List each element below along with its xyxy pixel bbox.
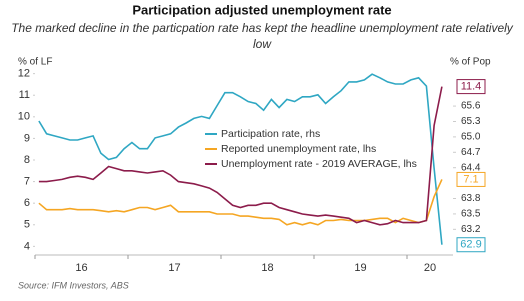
chart-title: Participation adjusted unemployment rate: [132, 2, 391, 17]
y2-tick-label: 65.6: [461, 101, 481, 112]
x-tick-label: 18: [261, 262, 273, 274]
end-label: 7.1: [463, 173, 478, 185]
y2-tick-label: 63.2: [461, 224, 481, 235]
series-line: [38, 86, 443, 226]
y-tick-label: 12: [18, 68, 30, 80]
y-tick-label: 10: [18, 111, 30, 123]
end-label: 62.9: [460, 239, 481, 251]
y-axis-label: % of LF: [18, 57, 52, 68]
y2-tick-label: 64.7: [461, 147, 481, 158]
y-tick-label: 6: [24, 197, 30, 209]
end-label-box: [456, 171, 486, 187]
y-tick-label: 11: [19, 89, 30, 101]
chart-subtitle: The marked decline in the particpation r…: [11, 21, 513, 51]
end-label-box: [456, 237, 486, 253]
x-tick-label: 16: [75, 262, 87, 274]
y2-tick-label: 63.8: [461, 193, 481, 204]
y2-tick-label: 63.5: [461, 209, 481, 220]
legend-label: Reported unemployment rate, lhs: [221, 143, 376, 155]
y2-tick-label: 65.3: [461, 116, 481, 127]
y2-tick-label: 64.4: [461, 162, 481, 173]
series-line: [38, 73, 443, 245]
legend-label: Unemployment rate - 2019 AVERAGE, lhs: [221, 158, 417, 170]
legend-label: Participation rate, rhs: [221, 128, 320, 140]
source: Source: IFM Investors, ABS: [18, 280, 129, 290]
y-tick-label: 4: [24, 240, 30, 252]
y-tick-label: 8: [24, 154, 30, 166]
x-tick-label: 17: [168, 262, 180, 274]
end-label-box: [456, 79, 486, 95]
x-tick-label: 19: [354, 262, 366, 274]
y-tick-label: 7: [24, 175, 30, 187]
x-tick-label: 20: [424, 262, 436, 274]
y2-axis-label: % of Pop: [450, 57, 491, 68]
series-line: [38, 179, 443, 226]
end-label: 11.4: [461, 80, 482, 92]
y-tick-label: 5: [24, 219, 30, 231]
y-tick-label: 9: [24, 132, 30, 144]
y2-tick-label: 65.0: [461, 132, 481, 143]
